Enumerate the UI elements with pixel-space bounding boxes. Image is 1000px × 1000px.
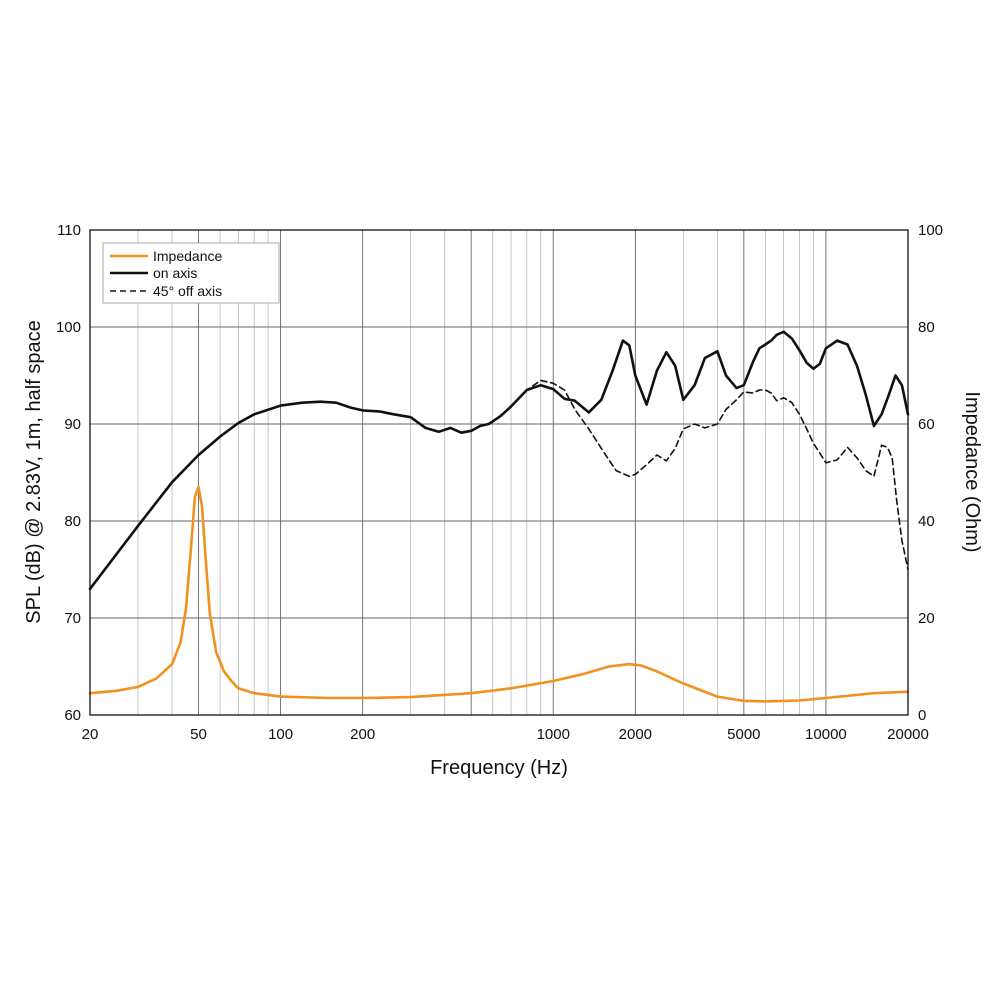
y-axis-title: SPL (dB) @ 2.83V, 1m, half space — [23, 320, 45, 623]
on-axis-curve — [88, 330, 910, 591]
y2-tick-label: 100 — [918, 222, 943, 239]
x-tick-label: 5000 — [727, 726, 760, 743]
legend-label-impedance: Impedance — [153, 248, 222, 264]
legend: Impedance on axis 45° off axis — [102, 242, 280, 304]
legend-label-off-axis: 45° off axis — [153, 283, 222, 299]
y2-tick-label: 0 — [918, 707, 926, 724]
series-group — [88, 330, 910, 703]
y-tick-label: 60 — [64, 707, 81, 724]
tick-labels: 20 50 100 200 1000 2000 5000 10000 2000060708090… — [56, 222, 943, 743]
x-axis-title: Frequency (Hz) — [430, 757, 568, 779]
y-tick-label: 70 — [64, 610, 81, 627]
x-tick-label: 2000 — [619, 726, 652, 743]
x-tick-label: 50 — [190, 726, 207, 743]
y-tick-label: 90 — [64, 416, 81, 433]
plot-frame — [89, 229, 909, 716]
y-tick-label: 110 — [57, 222, 81, 239]
y2-tick-label: 20 — [918, 610, 935, 627]
grid — [90, 230, 908, 715]
x-tick-label: 10000 — [805, 726, 847, 743]
x-tick-label: 1000 — [537, 726, 570, 743]
off-axis-curve — [510, 379, 909, 571]
y2-tick-label: 60 — [918, 416, 935, 433]
y-tick-label: 80 — [64, 513, 81, 530]
x-tick-label: 20000 — [887, 726, 929, 743]
x-tick-label: 200 — [350, 726, 375, 743]
y2-axis-title: Impedance (Ohm) — [961, 391, 983, 552]
y-tick-label: 100 — [56, 319, 81, 336]
y2-tick-label: 40 — [918, 513, 935, 530]
y2-tick-label: 80 — [918, 319, 935, 336]
x-tick-label: 100 — [268, 726, 293, 743]
legend-label-on-axis: on axis — [153, 265, 197, 281]
x-tick-label: 20 — [82, 726, 99, 743]
impedance-curve — [88, 485, 910, 703]
